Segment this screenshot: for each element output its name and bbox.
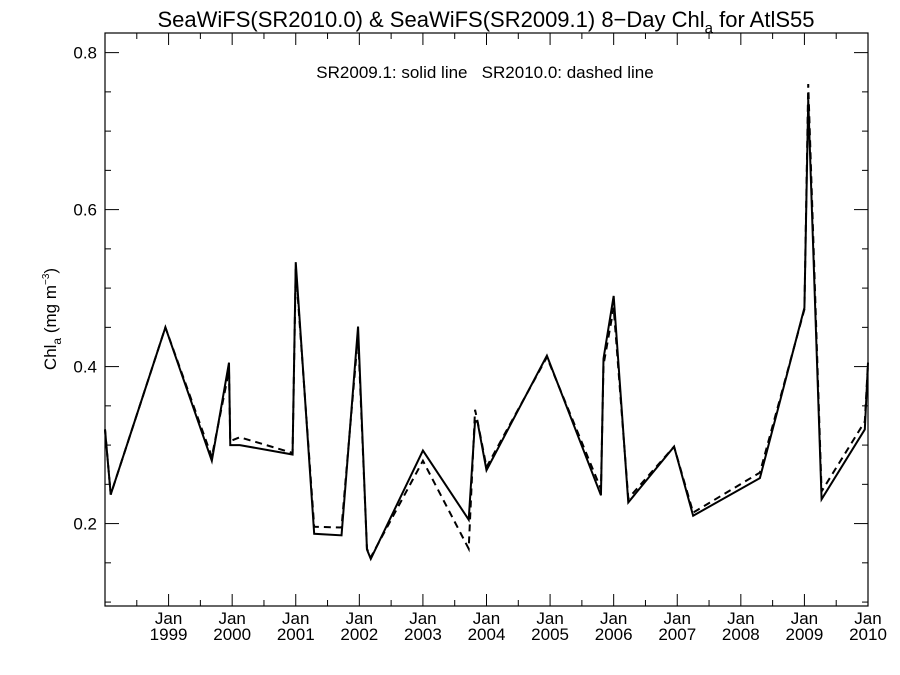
x-tick-year: 2002 [340,625,378,644]
y-axis-ticks: 0.2 0.4 0.6 0.8 [73,44,868,603]
x-tick-month: Jan [473,609,500,628]
x-tick-year: 2003 [404,625,442,644]
x-tick-year: 2000 [213,625,251,644]
x-tick-year: 1999 [150,625,188,644]
plot-frame [104,32,869,607]
y-tick-label: 0.8 [73,44,97,63]
x-tick-year: 2004 [468,625,506,644]
x-tick-month: Jan [155,609,182,628]
x-tick-year: 2008 [722,625,760,644]
x-tick-month: Jan [664,609,691,628]
y-axis-label: Chla (mg m−3) [41,268,64,370]
x-tick-month: Jan [600,609,627,628]
series-line-sr2010-0 [104,83,869,560]
x-tick-month: Jan [854,609,881,628]
legend-annotation: SR2009.1: solid line SR2010.0: dashed li… [316,63,653,82]
y-tick-label: 0.4 [73,358,97,377]
x-tick-year: 2005 [531,625,569,644]
x-axis-ticks: Jan1999Jan2000Jan2001Jan2002Jan2003Jan20… [136,33,887,644]
y-tick-label: 0.2 [73,515,97,534]
series-line-sr2009-1 [104,99,869,562]
chart-title: SeaWiFS(SR2010.0) & SeaWiFS(SR2009.1) 8−… [157,7,814,37]
x-tick-month: Jan [791,609,818,628]
x-tick-year: 2006 [595,625,633,644]
x-tick-month: Jan [282,609,309,628]
x-tick-month: Jan [409,609,436,628]
x-tick-year: 2009 [786,625,824,644]
x-tick-month: Jan [346,609,373,628]
x-tick-month: Jan [536,609,563,628]
x-tick-year: 2007 [658,625,696,644]
y-tick-label: 0.6 [73,201,97,220]
x-tick-month: Jan [727,609,754,628]
x-tick-year: 2001 [277,625,315,644]
x-tick-month: Jan [218,609,245,628]
x-tick-year: 2010 [849,625,887,644]
series-layer [104,83,869,562]
